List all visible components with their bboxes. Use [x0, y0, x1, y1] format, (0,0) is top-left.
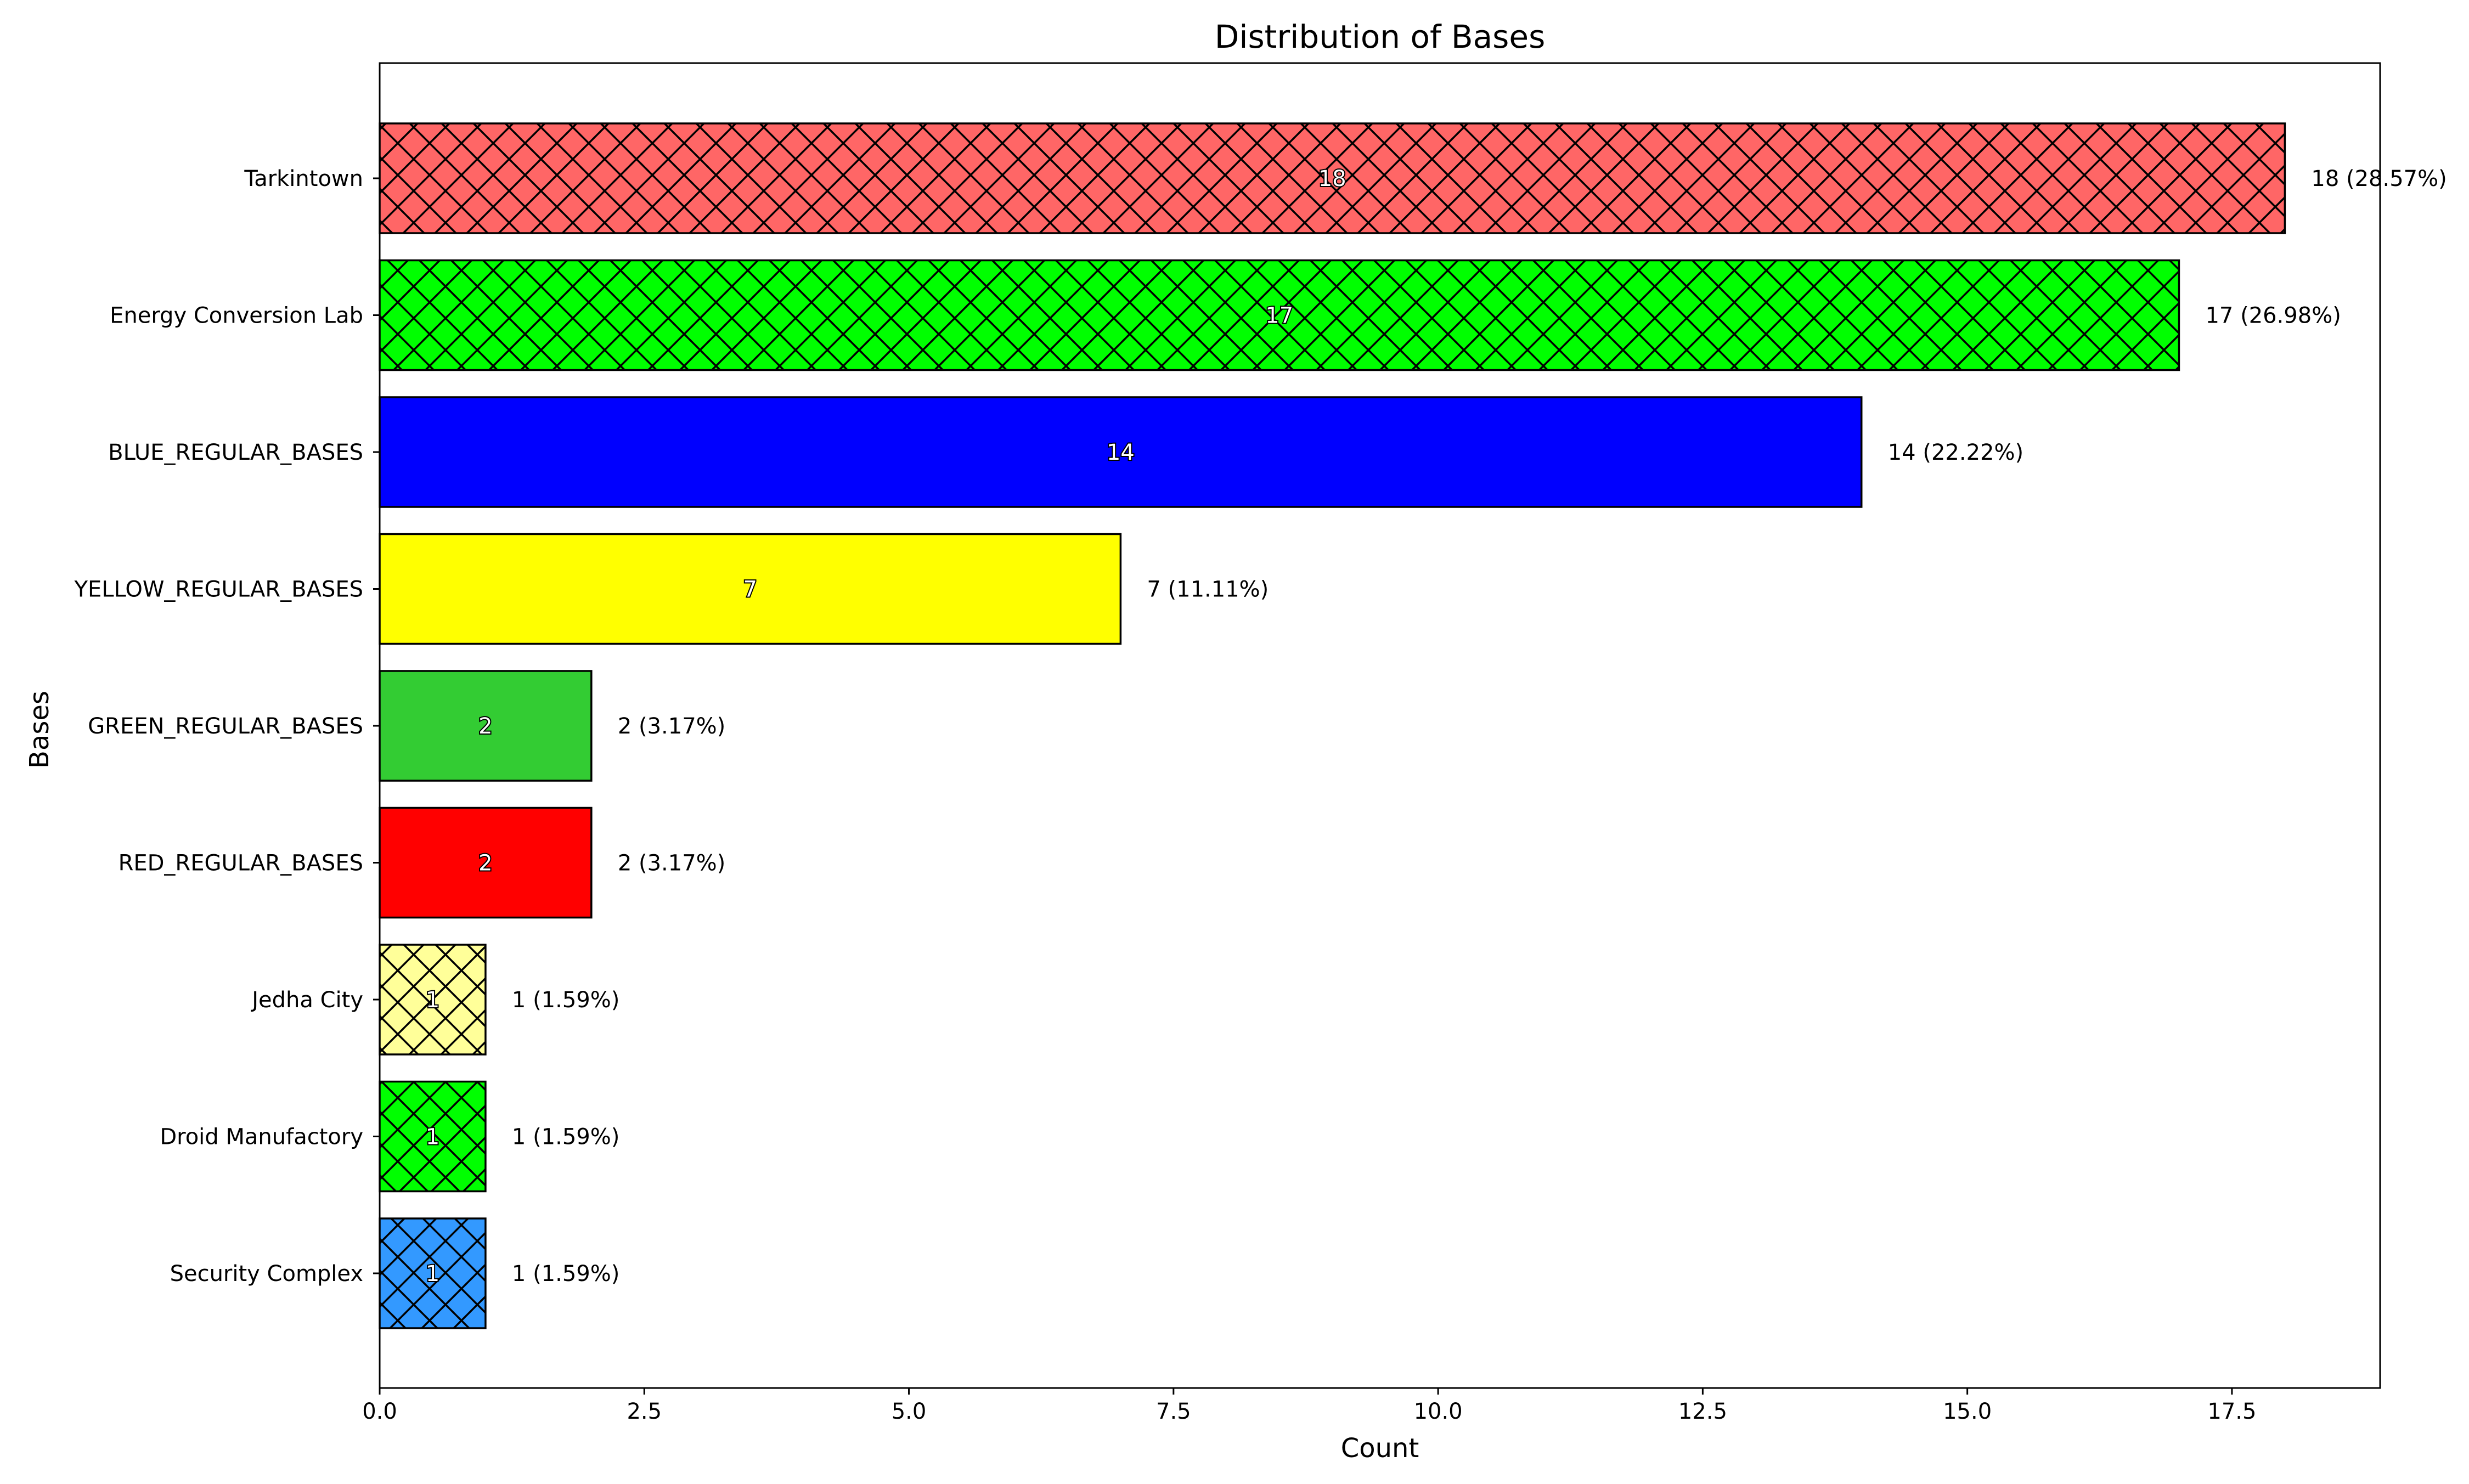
bar-hatch: [380, 1218, 486, 1328]
x-tick-label: 17.5: [2207, 1399, 2256, 1424]
chart-title: Distribution of Bases: [1215, 18, 1546, 55]
bar-value-label: 1 (1.59%): [512, 1125, 619, 1150]
bar-inner-label: 1: [426, 1125, 439, 1150]
y-tick-label: Tarkintown: [244, 166, 363, 191]
plot-frame: [379, 62, 2381, 1389]
y-tick-label: Security Complex: [170, 1261, 363, 1286]
x-tick-label: 15.0: [1943, 1399, 1992, 1424]
bar-value-label: 1 (1.59%): [512, 988, 619, 1013]
bar-value-label: 2 (3.17%): [618, 714, 725, 739]
bar-value-label: 14 (22.22%): [1888, 440, 2023, 465]
bar-inner-label: 18: [1318, 166, 1346, 191]
y-tick-label: Droid Manufactory: [160, 1125, 363, 1150]
x-axis-ticks: 0.0 2.5 5.0 7.5 10.0 12.5 15.0 17.5: [362, 1388, 2256, 1424]
x-tick-label: 10.0: [1414, 1399, 1463, 1424]
bar-hatch: [380, 945, 486, 1054]
y-axis-ticks: Tarkintown Energy Conversion Lab BLUE_REGU…: [74, 166, 380, 1286]
bar: [380, 808, 591, 918]
x-axis-label: Count: [1341, 1433, 1419, 1464]
x-tick-label: 12.5: [1678, 1399, 1727, 1424]
y-axis-label: Bases: [24, 691, 55, 769]
x-tick-label: 0.0: [362, 1399, 397, 1424]
bar-inner-label: 1: [426, 1261, 439, 1286]
bar-value-label: 17 (26.98%): [2205, 303, 2341, 329]
x-tick-label: 2.5: [627, 1399, 662, 1424]
bar-inner-label: 17: [1265, 303, 1293, 329]
y-tick-label: Jedha City: [250, 988, 363, 1013]
y-tick-label: Energy Conversion Lab: [110, 303, 363, 329]
bar-hatch: [380, 123, 2285, 233]
bars-layer: 18 18 (28.57%)17 17 (26.98%)14 14 (22.22%)7…: [379, 122, 2447, 1329]
y-tick-label: YELLOW_REGULAR_BASES: [74, 577, 363, 602]
bar: [380, 534, 1121, 644]
y-tick-label: BLUE_REGULAR_BASES: [108, 440, 363, 465]
bar-hatch: [380, 260, 2179, 370]
bar-hatch: [380, 1081, 486, 1192]
bar-inner-label: 1: [426, 988, 439, 1013]
bar-inner-label: 2: [478, 714, 492, 739]
bar-value-label: 2 (3.17%): [618, 851, 725, 876]
x-tick-label: 5.0: [892, 1399, 927, 1424]
bar: [380, 397, 1862, 507]
bar: [380, 671, 591, 781]
bar-value-label: 18 (28.57%): [2311, 166, 2447, 191]
y-tick-label: RED_REGULAR_BASES: [119, 851, 363, 876]
bar-inner-label: 14: [1107, 440, 1135, 465]
y-tick-label: GREEN_REGULAR_BASES: [88, 714, 363, 739]
bar-value-label: 1 (1.59%): [512, 1261, 619, 1286]
bar-inner-label: 2: [478, 851, 492, 876]
bar-inner-label: 7: [743, 577, 757, 602]
x-tick-label: 7.5: [1156, 1399, 1191, 1424]
bar-value-label: 7 (11.11%): [1147, 577, 1269, 602]
